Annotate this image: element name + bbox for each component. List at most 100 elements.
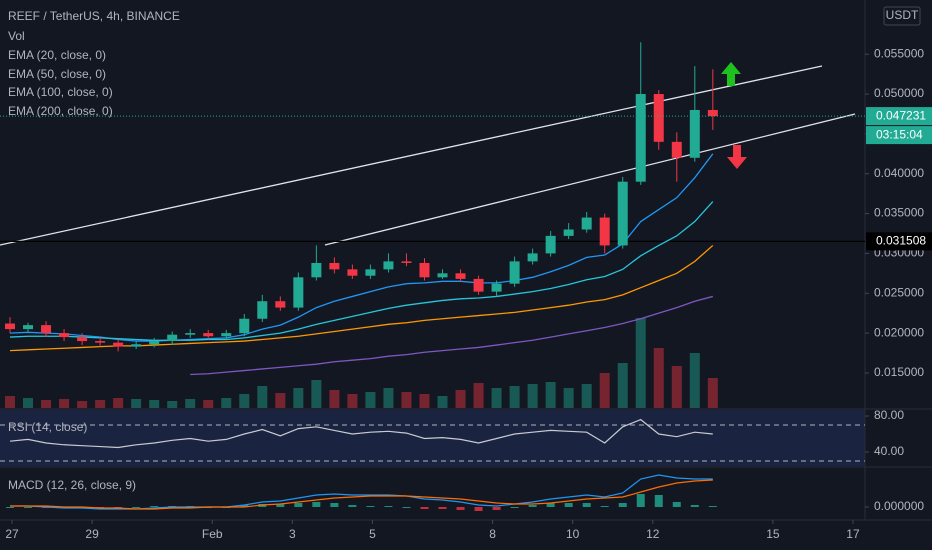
volume-bar xyxy=(275,393,286,408)
ema-line xyxy=(9,201,714,341)
up-arrow xyxy=(721,62,741,86)
candle-body xyxy=(77,337,88,342)
candle-body xyxy=(545,235,556,254)
volume-bar xyxy=(23,398,34,408)
macd-hist xyxy=(6,507,15,508)
macd-hist xyxy=(690,505,699,507)
volume-bar xyxy=(707,378,718,408)
volume-bar xyxy=(95,400,106,408)
candle-body xyxy=(509,261,520,284)
volume-bar xyxy=(581,384,592,408)
legend-entry: EMA (100, close, 0) xyxy=(8,85,113,99)
x-tick-label: 29 xyxy=(85,527,99,541)
candle-body xyxy=(95,341,106,343)
candle-body xyxy=(419,262,430,278)
macd-hist xyxy=(654,495,663,507)
volume-bar xyxy=(599,373,610,408)
macd-hist xyxy=(708,506,717,507)
volume-bar xyxy=(491,388,502,408)
volume-bar xyxy=(59,399,70,408)
macd-hist xyxy=(510,507,519,508)
macd-hist xyxy=(456,507,465,510)
candle-body xyxy=(59,333,70,338)
volume-bar xyxy=(401,392,412,408)
macd-hist xyxy=(618,503,627,507)
trend-line xyxy=(324,113,856,246)
candle-body xyxy=(401,261,412,263)
legend-entry: EMA (50, close, 0) xyxy=(8,67,106,81)
y-tick-label: 0.055000 xyxy=(874,46,924,60)
volume-bar xyxy=(509,386,520,408)
currency[interactable]: USDT xyxy=(886,8,919,22)
candle-body xyxy=(653,94,664,142)
candle-body xyxy=(293,277,304,308)
candle-body xyxy=(617,181,628,246)
rsi-tick-label: 40.00 xyxy=(874,444,904,458)
volume-bar xyxy=(41,400,52,408)
macd-hist xyxy=(402,507,411,508)
macd-hist xyxy=(24,507,33,508)
macd-hist xyxy=(600,506,609,507)
volume-bar xyxy=(293,388,304,408)
rsi-line xyxy=(9,418,713,449)
candle-body xyxy=(599,217,610,246)
x-tick-label: 17 xyxy=(846,527,860,541)
candle-body xyxy=(455,273,466,279)
macd-hist xyxy=(474,507,483,511)
macd-hist xyxy=(132,507,141,508)
candle-body xyxy=(437,273,448,278)
volume-bar xyxy=(563,388,574,408)
macd-signal-line xyxy=(10,479,713,510)
down-arrow xyxy=(727,145,747,169)
legend-entry: EMA (20, close, 0) xyxy=(8,48,106,62)
y-tick-label: 0.035000 xyxy=(874,206,924,220)
candle-body xyxy=(257,301,268,319)
volume-bar xyxy=(239,394,250,408)
candle-body xyxy=(383,261,394,270)
candle-body xyxy=(167,334,178,342)
volume-bar xyxy=(149,400,160,408)
macd-hist xyxy=(528,505,537,507)
volume-bar xyxy=(257,386,268,408)
legend-entry: Vol xyxy=(8,29,25,43)
candle-body xyxy=(563,229,574,236)
rsi-tick-label: 80.00 xyxy=(874,408,904,422)
candle-body xyxy=(527,253,538,262)
candle-body xyxy=(275,301,286,308)
volume-bar xyxy=(203,400,214,408)
candle-body xyxy=(149,341,160,345)
volume-bar xyxy=(365,392,376,408)
y-tick-label: 0.020000 xyxy=(874,325,924,339)
volume-bar xyxy=(383,388,394,408)
volume-bar xyxy=(77,401,88,408)
candle-body xyxy=(329,262,340,270)
macd-hist xyxy=(384,506,393,507)
macd-hist xyxy=(240,505,249,507)
macd-title: MACD (12, 26, close, 9) xyxy=(8,478,136,492)
candle-body xyxy=(41,325,52,334)
candle-body xyxy=(5,323,16,330)
volume-bar xyxy=(671,366,682,408)
x-tick-label: 12 xyxy=(646,527,660,541)
volume-bar xyxy=(311,380,322,408)
candle-body xyxy=(581,217,592,230)
legend: REEF / TetherUS, 4h, BINANCE Vol EMA (20… xyxy=(8,9,180,492)
volume-bar xyxy=(689,353,700,408)
volume-bar xyxy=(545,382,556,408)
macd-hist xyxy=(312,502,321,507)
volume-bar xyxy=(473,383,484,408)
macd-hist xyxy=(492,507,501,510)
y-tick-label: 0.025000 xyxy=(874,285,924,299)
macd-hist xyxy=(348,505,357,507)
countdown-tag xyxy=(866,126,932,145)
legend-entry: EMA (200, close, 0) xyxy=(8,104,113,118)
candle-body xyxy=(203,333,214,337)
currency-box[interactable] xyxy=(883,6,921,26)
x-tick-label: 10 xyxy=(566,527,580,541)
macd-hist xyxy=(636,494,645,507)
volume-bar xyxy=(617,363,628,408)
macd-hist xyxy=(276,504,285,507)
candle-body xyxy=(185,333,196,335)
volume-bar xyxy=(347,394,358,408)
